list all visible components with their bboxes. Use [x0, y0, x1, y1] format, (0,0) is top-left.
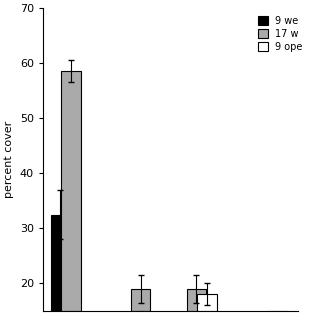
Legend: 9 we, 17 w, 9 ope: 9 we, 17 w, 9 ope — [255, 13, 306, 55]
Bar — [267, 311, 286, 315]
Bar — [61, 72, 81, 311]
Bar — [51, 215, 70, 311]
Bar — [197, 294, 217, 311]
Y-axis label: percent cover: percent cover — [4, 121, 14, 198]
Bar — [131, 289, 150, 311]
Bar — [187, 289, 206, 311]
